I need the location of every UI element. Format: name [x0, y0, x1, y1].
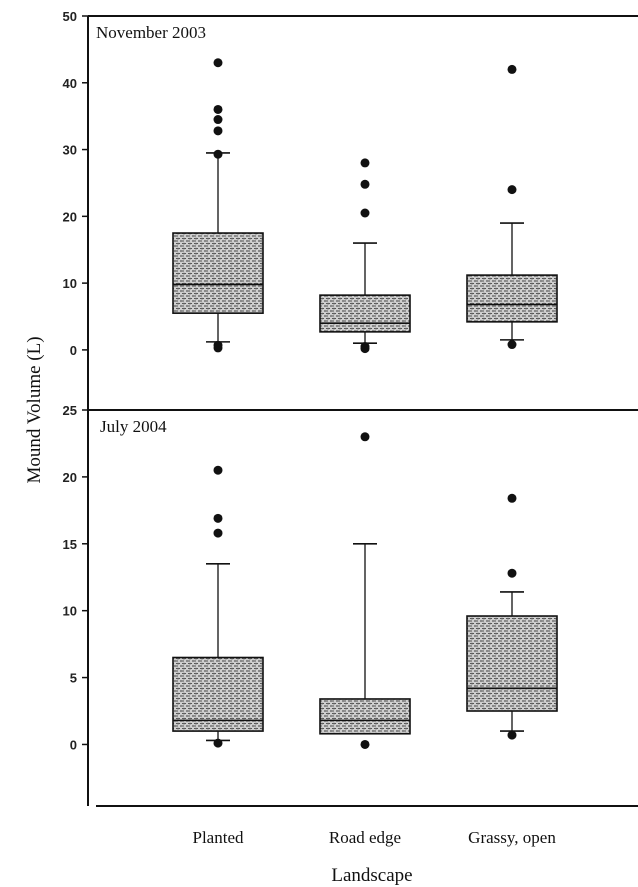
category-label-road-edge: Road edge	[329, 828, 401, 847]
box-road-edge	[319, 158, 411, 354]
outlier-point	[213, 738, 223, 748]
outlier-point	[507, 340, 517, 350]
outlier-point	[213, 104, 223, 114]
y-tick-label: 25	[63, 403, 77, 418]
y-tick-label: 0	[70, 737, 77, 752]
box-planted	[172, 465, 264, 748]
panel-title: November 2003	[96, 23, 206, 42]
y-tick-label: 10	[63, 604, 77, 619]
y-tick-label: 50	[63, 9, 77, 24]
y-tick-label: 5	[70, 671, 77, 686]
outlier-point	[507, 493, 517, 503]
panel-july-2004: July 2004 0 5 10 15 20 25	[63, 403, 558, 752]
boxes	[172, 58, 558, 354]
category-label-planted: Planted	[193, 828, 244, 847]
outlier-point	[360, 342, 370, 352]
outlier-point	[360, 158, 370, 168]
outlier-point	[213, 58, 223, 68]
y-tick-label: 15	[63, 537, 77, 552]
outlier-point	[213, 465, 223, 475]
panel-title: July 2004	[100, 417, 167, 436]
outlier-point	[360, 179, 370, 189]
outlier-point	[213, 340, 223, 350]
box-road-edge	[319, 432, 411, 749]
panel-november-2003: November 2003 0 10 20 30 40 50	[63, 9, 558, 358]
outlier-point	[507, 568, 517, 578]
iqr-box	[466, 274, 558, 323]
y-tick-label: 30	[63, 143, 77, 158]
x-axis-title: Landscape	[331, 865, 412, 886]
category-label-grassy-open: Grassy, open	[468, 828, 556, 847]
iqr-box	[172, 656, 264, 732]
outlier-point	[507, 64, 517, 74]
outlier-point	[360, 432, 370, 442]
y-tick-label: 10	[63, 276, 77, 291]
outlier-point	[213, 528, 223, 538]
outlier-point	[213, 513, 223, 523]
iqr-box	[172, 232, 264, 314]
y-axis-title: Mound Volume (L)	[24, 336, 45, 483]
outlier-point	[507, 185, 517, 195]
outlier-point	[360, 739, 370, 749]
iqr-box	[319, 698, 411, 735]
box-planted	[172, 58, 264, 353]
y-ticks: 0 5 10 15 20 25	[63, 403, 88, 752]
box-grassy-open	[466, 64, 558, 350]
outlier-point	[507, 730, 517, 740]
y-tick-label: 20	[63, 470, 77, 485]
y-ticks: 0 10 20 30 40 50	[63, 9, 88, 358]
iqr-box	[466, 615, 558, 712]
boxes	[172, 432, 558, 749]
y-tick-label: 0	[70, 343, 77, 358]
outlier-point	[213, 115, 223, 125]
box-grassy-open	[466, 493, 558, 740]
outlier-point	[213, 149, 223, 159]
y-tick-label: 40	[63, 76, 77, 91]
y-tick-label: 20	[63, 209, 77, 224]
outlier-point	[213, 126, 223, 136]
outlier-point	[360, 208, 370, 218]
iqr-box	[319, 294, 411, 333]
